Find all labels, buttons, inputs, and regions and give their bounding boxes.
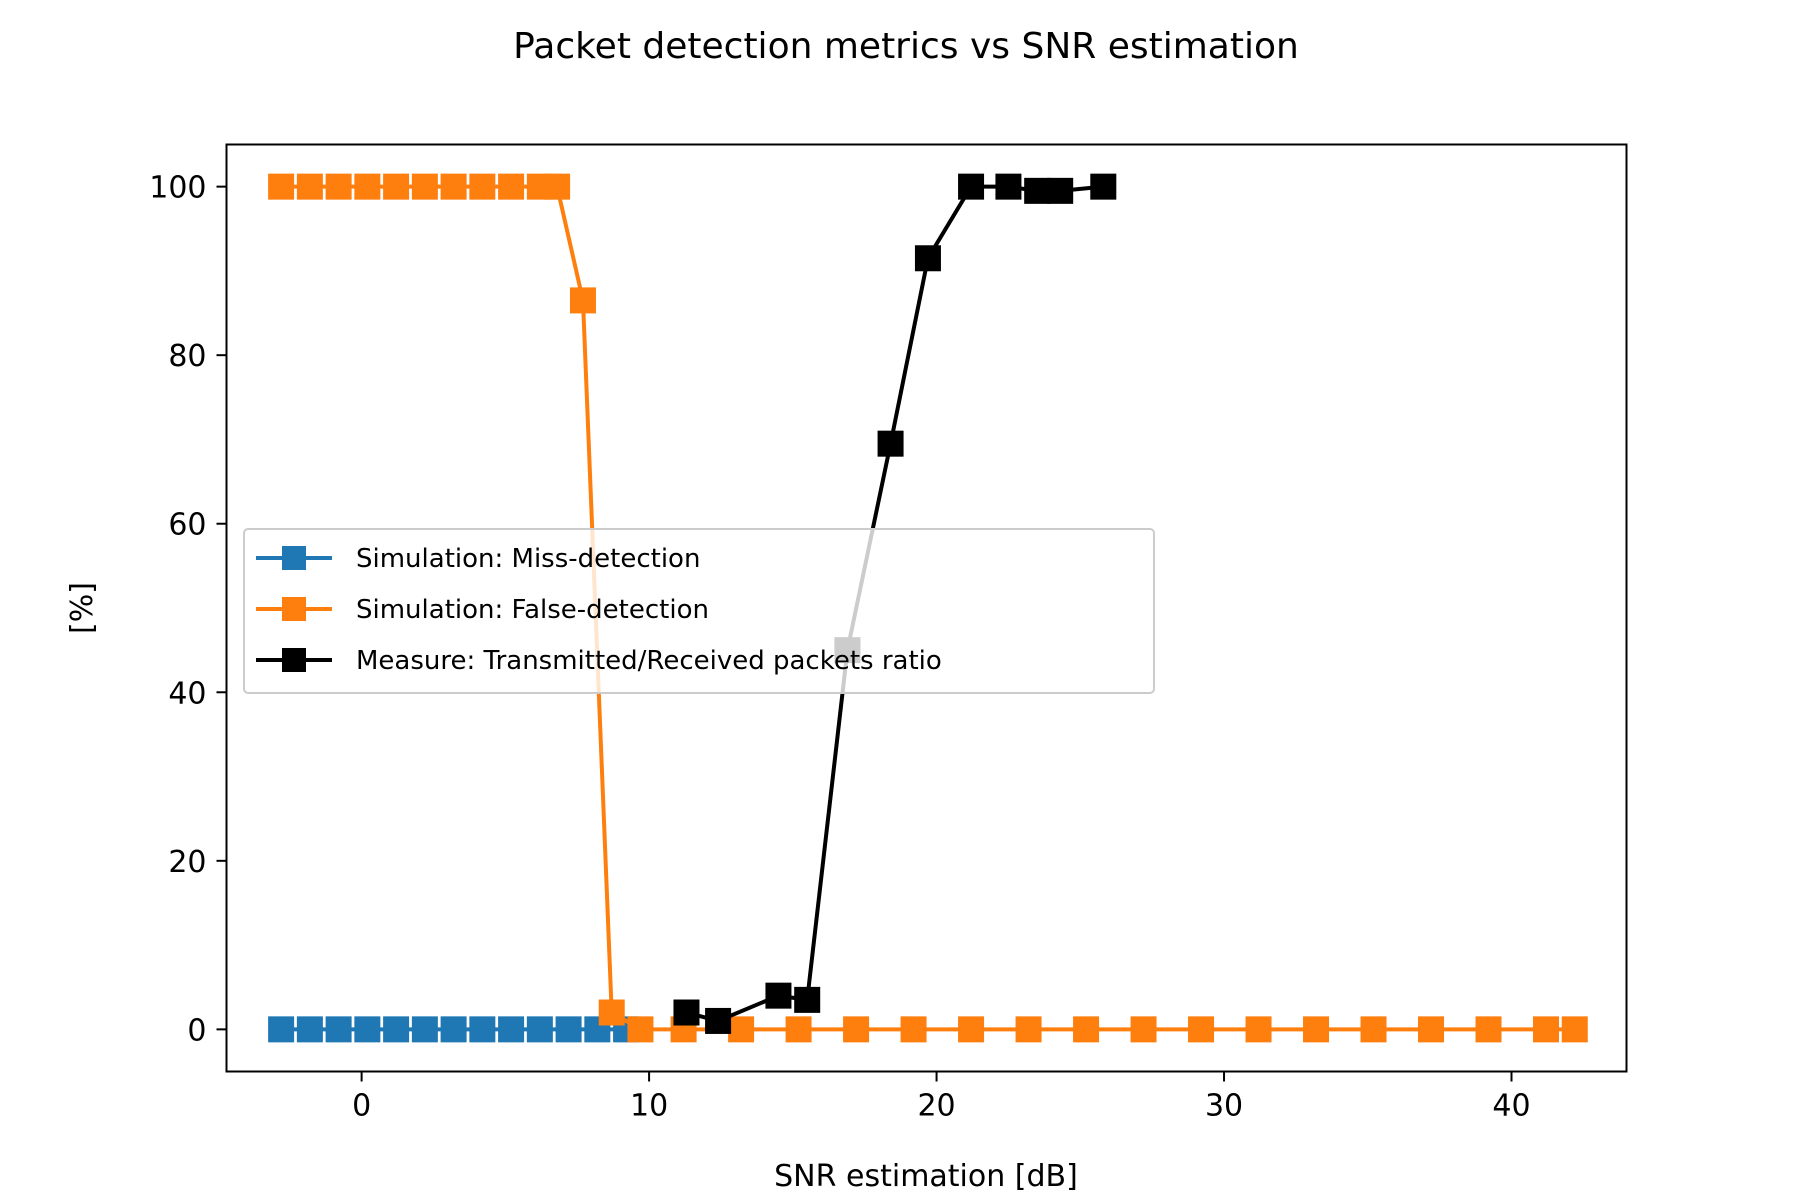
data-point (1188, 1016, 1215, 1043)
y-axis: 0 20 40 60 80 100 (149, 171, 227, 1048)
y-tick-label: 20 (168, 845, 206, 880)
legend: Simulation: Miss-detection Simulation: Fa… (243, 528, 1155, 694)
data-point (1073, 1016, 1100, 1043)
legend-label: Measure: Transmitted/Received packets ra… (356, 646, 942, 676)
series-1 (268, 173, 1588, 1043)
plot-frame (225, 143, 1628, 1073)
x-tick-label: 10 (630, 1089, 668, 1124)
data-point (1360, 1016, 1387, 1043)
data-point (268, 1016, 295, 1043)
data-point (1015, 1016, 1042, 1043)
data-point (958, 1016, 985, 1043)
data-point (1047, 177, 1074, 204)
x-tick-label: 0 (352, 1089, 371, 1124)
y-tick-label: 100 (149, 171, 206, 206)
data-point (900, 1016, 927, 1043)
data-point (440, 1016, 467, 1043)
data-point (1303, 1016, 1330, 1043)
data-point (705, 1007, 732, 1034)
legend-label: Simulation: False-detection (356, 595, 709, 625)
data-point (794, 986, 821, 1013)
x-tick-label: 20 (917, 1089, 955, 1124)
data-point (1130, 1016, 1157, 1043)
data-point (673, 999, 700, 1026)
data-point (728, 1016, 755, 1043)
data-point (1533, 1016, 1560, 1043)
data-point (1418, 1016, 1445, 1043)
data-point (843, 1016, 870, 1043)
data-point (1024, 177, 1051, 204)
data-point (469, 1016, 496, 1043)
data-point (544, 173, 571, 200)
data-point (325, 1016, 352, 1043)
legend-entry: Simulation: False-detection (256, 595, 709, 625)
data-point (914, 245, 941, 272)
chart-title: Packet detection metrics vs SNR estimati… (513, 26, 1299, 67)
data-point (627, 1016, 654, 1043)
data-point (498, 173, 525, 200)
data-point (268, 173, 295, 200)
data-point (598, 999, 625, 1026)
data-point (469, 173, 496, 200)
data-point (995, 173, 1022, 200)
y-tick-label: 0 (187, 1013, 206, 1048)
y-axis-label: [%] (65, 582, 100, 634)
y-tick-label: 80 (168, 339, 206, 374)
legend-entry: Simulation: Miss-detection (256, 544, 700, 574)
data-point (354, 1016, 381, 1043)
x-tick-label: 30 (1205, 1089, 1243, 1124)
data-point (785, 1016, 812, 1043)
data-point (1561, 1016, 1588, 1043)
data-point (383, 1016, 410, 1043)
data-point (411, 173, 438, 200)
data-point (555, 1016, 582, 1043)
data-point (296, 1016, 323, 1043)
y-tick-label: 40 (168, 676, 206, 711)
data-point (569, 287, 596, 314)
data-point (498, 1016, 525, 1043)
data-point (1090, 173, 1117, 200)
data-point (296, 173, 323, 200)
data-point (411, 1016, 438, 1043)
data-point (958, 173, 985, 200)
data-point (1245, 1016, 1272, 1043)
legend-entry: Measure: Transmitted/Received packets ra… (256, 646, 942, 676)
legend-box (243, 528, 1155, 694)
data-point (1475, 1016, 1502, 1043)
data-point (440, 173, 467, 200)
y-tick-label: 60 (168, 508, 206, 543)
data-point (765, 982, 792, 1009)
data-point (383, 173, 410, 200)
x-axis-label: SNR estimation [dB] (774, 1159, 1078, 1194)
legend-label: Simulation: Miss-detection (356, 544, 700, 574)
data-point (526, 1016, 553, 1043)
data-point (325, 173, 352, 200)
data-point (354, 173, 381, 200)
x-tick-label: 40 (1492, 1089, 1530, 1124)
legend-marker (282, 597, 306, 621)
legend-marker (282, 648, 306, 672)
series-0 (268, 1016, 640, 1043)
data-point (877, 430, 904, 457)
x-axis: 0 10 20 30 40 (352, 1071, 1531, 1124)
legend-marker (282, 546, 306, 570)
